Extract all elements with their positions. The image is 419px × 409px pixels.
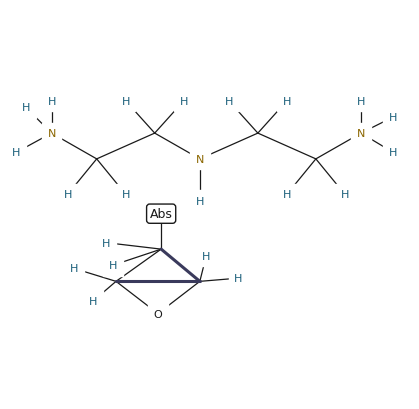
Text: H: H — [341, 190, 349, 200]
Text: O: O — [153, 309, 162, 319]
Text: Abs: Abs — [150, 208, 173, 220]
Text: H: H — [283, 97, 291, 107]
Text: H: H — [357, 97, 365, 107]
Text: H: H — [389, 113, 397, 123]
Text: H: H — [64, 190, 72, 200]
Text: H: H — [70, 264, 78, 274]
Text: H: H — [283, 190, 291, 200]
Text: H: H — [47, 97, 56, 107]
Text: H: H — [196, 196, 204, 206]
Text: H: H — [102, 238, 111, 248]
Text: H: H — [109, 261, 117, 271]
Text: N: N — [47, 129, 56, 139]
Text: H: H — [234, 274, 243, 283]
Text: H: H — [89, 296, 98, 306]
Text: H: H — [12, 148, 20, 158]
Text: H: H — [22, 103, 30, 113]
Text: H: H — [122, 97, 130, 107]
Text: N: N — [357, 129, 365, 139]
Text: H: H — [225, 97, 233, 107]
Text: H: H — [179, 97, 188, 107]
Text: H: H — [122, 190, 130, 200]
Text: H: H — [389, 148, 397, 158]
Text: H: H — [202, 251, 210, 261]
Text: N: N — [196, 155, 204, 164]
